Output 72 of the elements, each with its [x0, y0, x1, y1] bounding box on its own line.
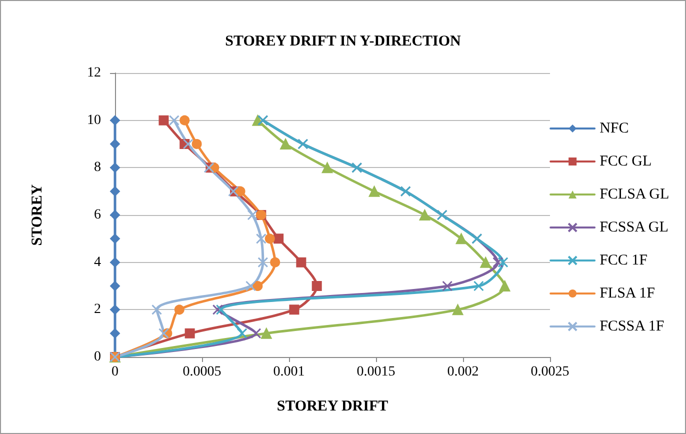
- point: [245, 280, 256, 292]
- point: [236, 328, 248, 339]
- point: [180, 115, 190, 126]
- point: [158, 328, 169, 339]
- x-tick-label: 0.002: [447, 364, 479, 380]
- point: [110, 234, 120, 244]
- point: [419, 210, 430, 220]
- x-tick-label: 0.0005: [182, 364, 222, 380]
- point: [452, 304, 464, 316]
- point: [110, 304, 120, 315]
- legend-label: NFC: [600, 120, 629, 136]
- x-tick-label: 0.0015: [356, 364, 396, 380]
- point: [152, 304, 162, 315]
- point: [252, 114, 264, 126]
- point: [296, 257, 306, 268]
- point: [258, 257, 268, 268]
- point: [499, 280, 510, 292]
- point: [280, 138, 292, 150]
- point: [110, 162, 120, 173]
- y-tick-label: 0: [94, 350, 101, 364]
- legend-label: FCSSA GL: [600, 220, 668, 236]
- point: [368, 186, 380, 197]
- point: [110, 139, 120, 149]
- point: [492, 257, 504, 268]
- x-axis-title: STOREY DRIFT: [276, 398, 388, 414]
- point: [270, 257, 280, 268]
- y-tick-label: 4: [94, 254, 101, 270]
- y-tick-label: 2: [94, 302, 101, 318]
- point: [216, 304, 226, 315]
- point: [498, 257, 508, 268]
- point: [442, 280, 453, 292]
- legend-label: FCSSA 1F: [600, 318, 664, 334]
- point: [252, 281, 263, 291]
- y-tick-label: 6: [94, 208, 101, 222]
- point: [110, 281, 120, 291]
- x-tick-label: 0.0025: [530, 364, 570, 380]
- point: [274, 234, 284, 244]
- x-tick-label: 0.001: [273, 364, 305, 380]
- legend-label: FCC 1F: [600, 252, 648, 268]
- legend-label: FCC GL: [600, 154, 652, 170]
- point: [256, 233, 266, 244]
- y-tick-label: 12: [87, 66, 101, 80]
- chart-title: STOREY DRIFT IN Y-DIRECTION: [225, 34, 462, 50]
- point: [212, 304, 223, 315]
- point: [182, 138, 194, 150]
- y-tick-label: 8: [94, 160, 101, 176]
- point: [110, 186, 120, 196]
- point: [158, 115, 169, 126]
- point: [168, 115, 180, 126]
- y-axis-title: STOREY: [30, 184, 46, 246]
- point: [192, 139, 202, 149]
- point: [110, 257, 120, 268]
- point: [322, 162, 333, 174]
- point: [247, 210, 258, 220]
- legend-label: FLSA 1F: [600, 286, 656, 302]
- point: [110, 210, 120, 220]
- point: [174, 304, 184, 315]
- y-tick-label: 10: [87, 112, 101, 128]
- point: [480, 256, 492, 268]
- point: [110, 328, 120, 338]
- point: [250, 328, 262, 339]
- point: [289, 304, 300, 315]
- point: [184, 328, 195, 338]
- point: [456, 233, 467, 244]
- legend-label: FCLSA GL: [600, 186, 670, 202]
- point: [110, 115, 120, 126]
- x-tick-label: 0: [112, 364, 118, 380]
- point: [264, 234, 275, 244]
- point: [260, 328, 272, 339]
- point: [235, 186, 246, 196]
- point: [312, 281, 322, 291]
- point: [473, 280, 484, 292]
